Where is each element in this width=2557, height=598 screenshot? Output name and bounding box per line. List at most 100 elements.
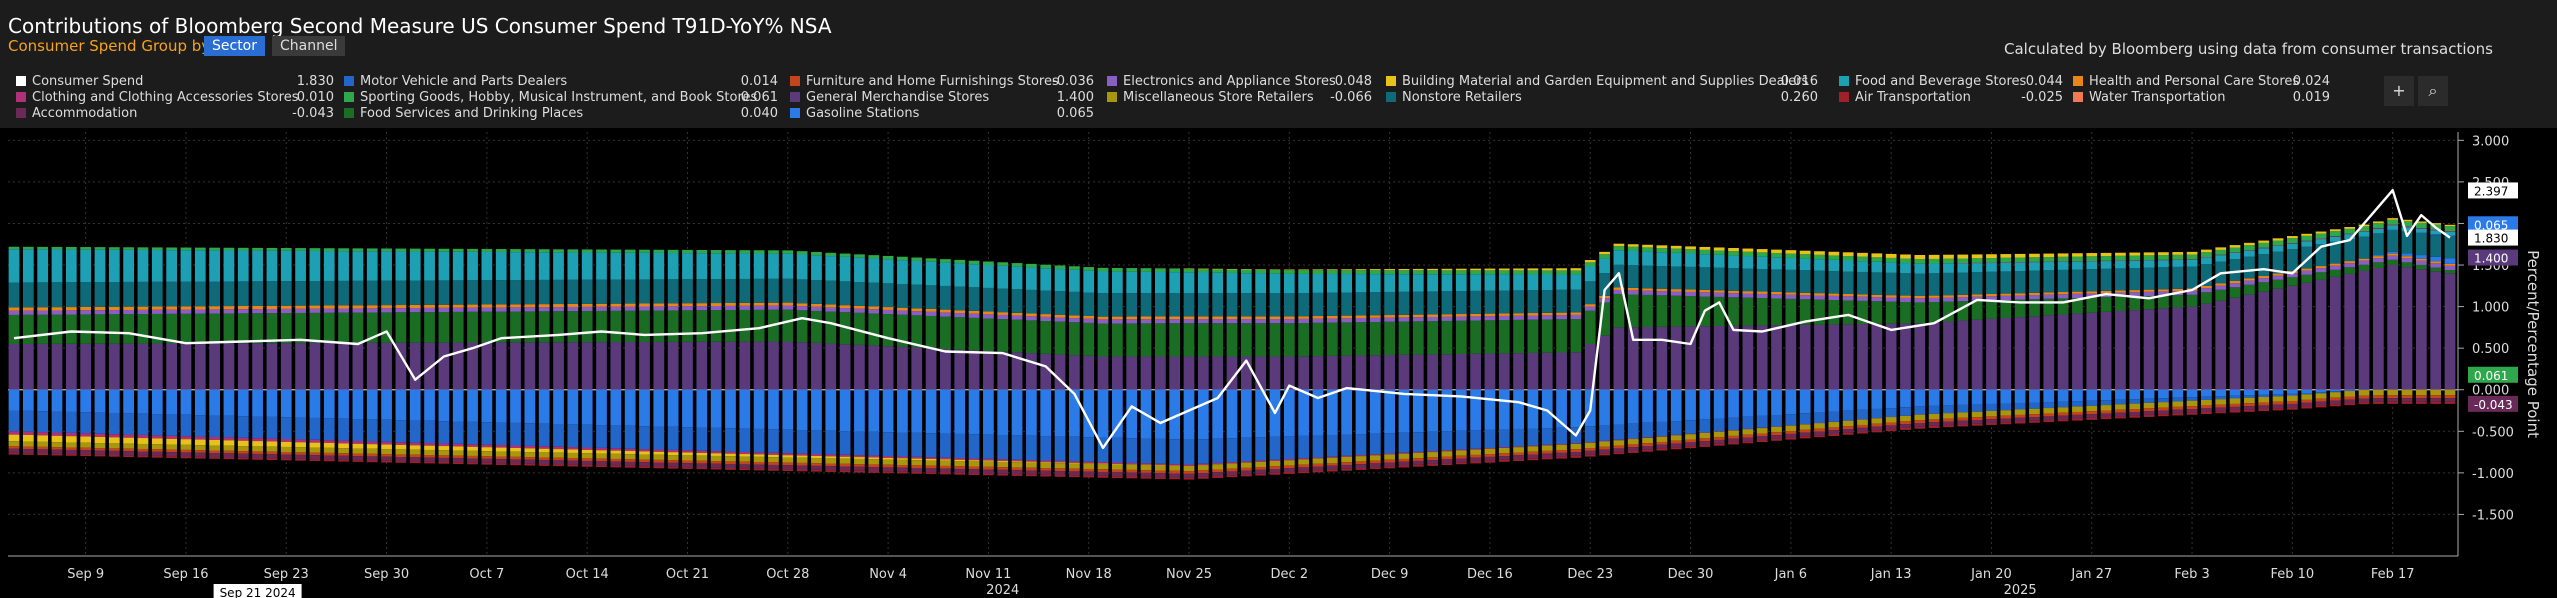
bar-segment bbox=[352, 389, 364, 420]
bar-segment bbox=[524, 311, 536, 343]
bar-segment bbox=[237, 305, 249, 310]
bar-segment bbox=[266, 416, 278, 439]
legend-swatch bbox=[2073, 76, 2083, 86]
bar-segment bbox=[1369, 455, 1381, 461]
bar-segment bbox=[1986, 294, 1997, 297]
bar-segment bbox=[495, 459, 507, 464]
legend-item[interactable]: Motor Vehicle and Parts Dealers bbox=[344, 74, 567, 90]
bar-segment bbox=[1069, 471, 1080, 476]
crosshair-icon[interactable]: + bbox=[2384, 76, 2414, 106]
legend-item[interactable]: Furniture and Home Furnishings Stores bbox=[790, 74, 1059, 90]
group-sector-button[interactable]: Sector bbox=[204, 36, 266, 56]
bar-segment bbox=[940, 285, 951, 310]
bar-segment bbox=[1298, 356, 1310, 390]
bar-segment bbox=[567, 464, 579, 467]
bar-segment bbox=[897, 310, 908, 315]
bar-segment bbox=[796, 310, 808, 343]
legend-item[interactable]: Food and Beverage Stores bbox=[1839, 74, 2026, 90]
bar-segment bbox=[997, 461, 1009, 468]
bar-segment bbox=[37, 446, 49, 450]
bar-segment bbox=[1326, 315, 1338, 319]
bar-segment bbox=[1971, 423, 1983, 426]
legend-label: Building Material and Garden Equipment a… bbox=[1402, 74, 1809, 89]
bar-segment bbox=[338, 453, 349, 456]
legend-item[interactable]: Health and Personal Care Stores bbox=[2073, 74, 2299, 90]
x-tick-label: Sep 23 bbox=[264, 567, 309, 582]
bar-segment bbox=[1240, 319, 1252, 324]
bar-segment bbox=[338, 305, 349, 309]
bar-segment bbox=[194, 436, 206, 440]
bar-segment bbox=[1126, 293, 1138, 317]
bar-segment bbox=[338, 459, 349, 462]
legend-item[interactable]: Water Transportation bbox=[2073, 90, 2225, 106]
bar-segment bbox=[825, 343, 837, 390]
bar-segment bbox=[1642, 265, 1653, 289]
legend-item[interactable]: Clothing and Clothing Accessories Stores bbox=[16, 90, 298, 106]
legend-item[interactable]: Accommodation bbox=[16, 106, 137, 122]
legend-item[interactable]: Food Services and Drinking Places bbox=[344, 106, 583, 122]
bar-segment bbox=[768, 305, 779, 310]
legend-item[interactable]: Gasoline Stations bbox=[790, 106, 919, 122]
legend-item[interactable]: Miscellaneous Store Retailers bbox=[1107, 90, 1314, 106]
bar-segment bbox=[1656, 245, 1668, 249]
bar-segment bbox=[2000, 257, 2012, 263]
bar-segment bbox=[2415, 221, 2427, 223]
stacked-bars bbox=[8, 218, 2456, 480]
legend-item[interactable]: General Merchandise Stores bbox=[790, 90, 989, 106]
bar-segment bbox=[753, 389, 765, 429]
bar-segment bbox=[1713, 296, 1725, 326]
bar-segment bbox=[1226, 468, 1238, 472]
bar-segment bbox=[2129, 399, 2141, 404]
legend-item[interactable]: Nonstore Retailers bbox=[1386, 90, 1522, 106]
bar-segment bbox=[51, 447, 63, 450]
bar-segment bbox=[2272, 240, 2284, 246]
bar-segment bbox=[653, 449, 665, 452]
bar-segment bbox=[796, 430, 808, 454]
legend-swatch bbox=[16, 92, 26, 102]
bar-segment bbox=[639, 454, 650, 460]
legend-item[interactable]: Sporting Goods, Hobby, Musical Instrumen… bbox=[344, 90, 757, 106]
bar-segment bbox=[753, 456, 765, 463]
legend-item[interactable]: Air Transportation bbox=[1839, 90, 1971, 106]
bar-segment bbox=[481, 311, 493, 343]
bar-segment bbox=[37, 449, 49, 454]
bar-segment bbox=[725, 461, 736, 465]
bar-segment bbox=[137, 438, 149, 444]
bar-segment bbox=[80, 433, 92, 437]
bar-segment bbox=[1255, 460, 1267, 462]
legend-item[interactable]: Electronics and Appliance Stores bbox=[1107, 74, 1336, 90]
legend-item[interactable]: Consumer Spend bbox=[16, 74, 143, 90]
bar-segment bbox=[1814, 254, 1825, 260]
bar-segment bbox=[1527, 319, 1539, 353]
bar-segment bbox=[1097, 463, 1109, 465]
bar-segment bbox=[2000, 295, 2012, 301]
bar-segment bbox=[2000, 410, 2012, 416]
bar-segment bbox=[1642, 389, 1653, 423]
bar-segment bbox=[997, 314, 1009, 320]
bar-segment bbox=[366, 248, 378, 252]
bar-segment bbox=[2186, 306, 2198, 390]
bar-segment bbox=[194, 439, 206, 446]
bar-segment bbox=[2387, 389, 2399, 396]
bar-segment bbox=[22, 249, 34, 283]
bar-segment bbox=[581, 453, 593, 459]
zoom-icon[interactable]: ⌕ bbox=[2418, 76, 2448, 106]
bar-segment bbox=[1126, 323, 1138, 357]
bar-segment bbox=[166, 438, 177, 445]
bar-segment bbox=[1269, 269, 1281, 270]
bar-segment bbox=[2272, 396, 2284, 402]
bar-segment bbox=[2115, 409, 2126, 413]
legend-item[interactable]: Building Material and Garden Equipment a… bbox=[1386, 74, 1808, 90]
bar-segment bbox=[2057, 419, 2069, 422]
bar-segment bbox=[438, 389, 450, 422]
bar-segment bbox=[2387, 251, 2399, 254]
bar-segment bbox=[1197, 319, 1209, 324]
bar-segment bbox=[1785, 294, 1797, 299]
bar-segment bbox=[2215, 249, 2227, 255]
bar-segment bbox=[538, 307, 550, 312]
legend-label: Accommodation bbox=[32, 106, 138, 121]
group-channel-button[interactable]: Channel bbox=[272, 36, 346, 56]
bar-segment bbox=[940, 312, 951, 317]
bar-segment bbox=[467, 462, 478, 465]
bar-segment bbox=[2415, 260, 2427, 265]
